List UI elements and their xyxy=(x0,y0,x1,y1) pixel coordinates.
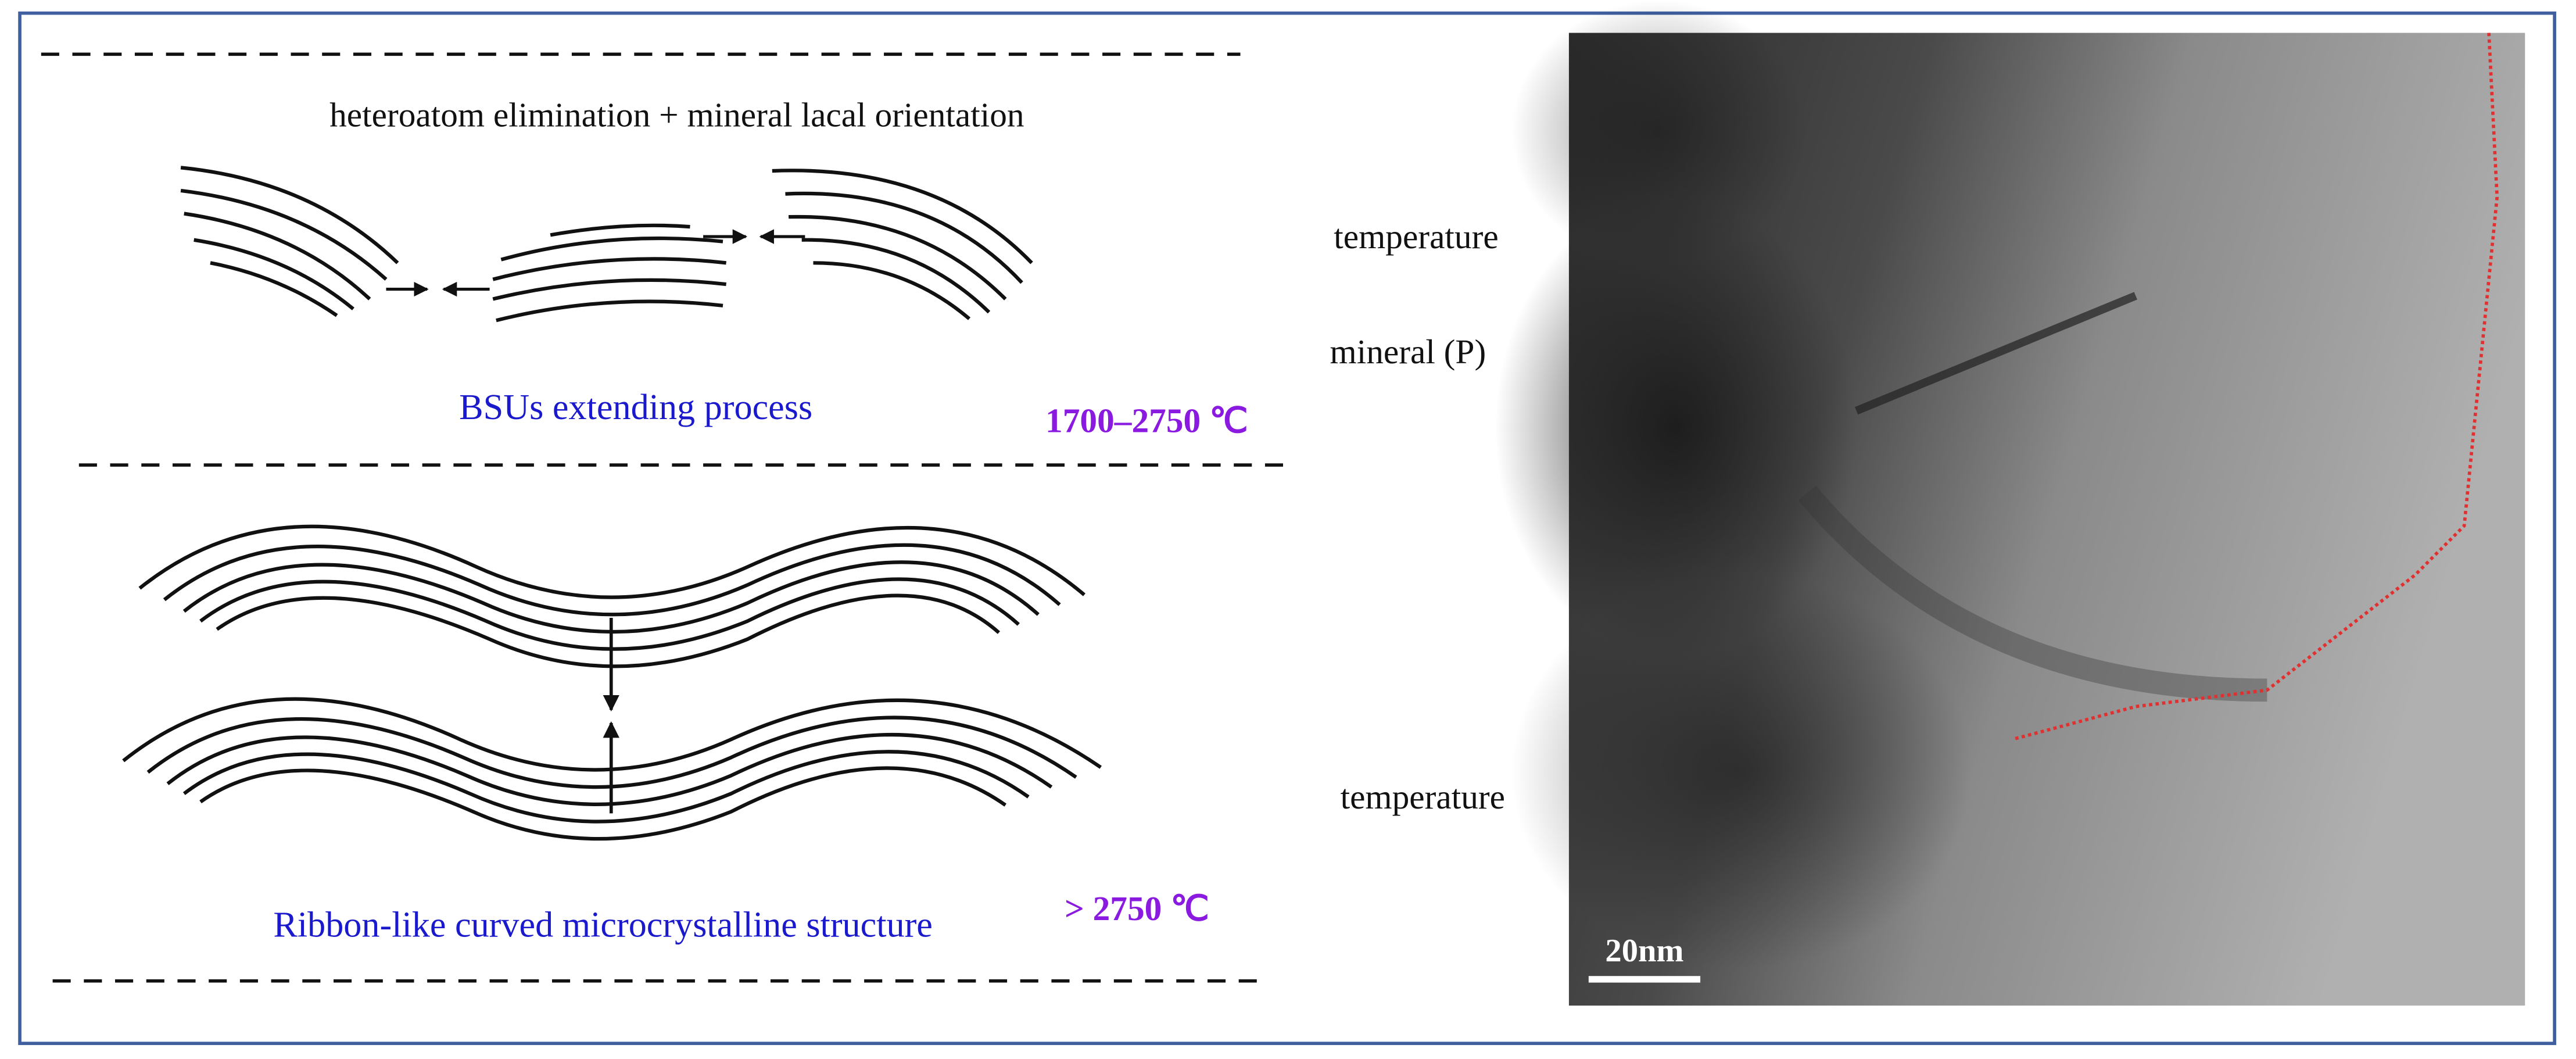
bsu-right xyxy=(772,169,1033,320)
bsu-left xyxy=(180,166,399,317)
ribbon-lower xyxy=(122,697,1102,841)
arrows xyxy=(386,229,805,297)
side-label: mineral (P) xyxy=(1330,332,1486,371)
ribbon-upper xyxy=(138,524,1085,668)
temp-range: 1700–2750 ℃ xyxy=(1045,402,1248,440)
process-label: BSUs extending process xyxy=(459,388,812,427)
temp-range: > 2750 ℃ xyxy=(1065,889,1209,928)
ribbon-label: Ribbon-like curved microcrystalline stru… xyxy=(273,905,933,944)
side-label: temperature xyxy=(1334,217,1498,256)
scale-bar-label: 20nm xyxy=(1605,933,1683,969)
top-caption: heteroatom elimination + mineral lacal o… xyxy=(329,96,1024,134)
micrograph: 20nm xyxy=(1495,0,2525,1006)
bsu-middle xyxy=(492,223,727,323)
side-label: temperature xyxy=(1341,778,1505,816)
